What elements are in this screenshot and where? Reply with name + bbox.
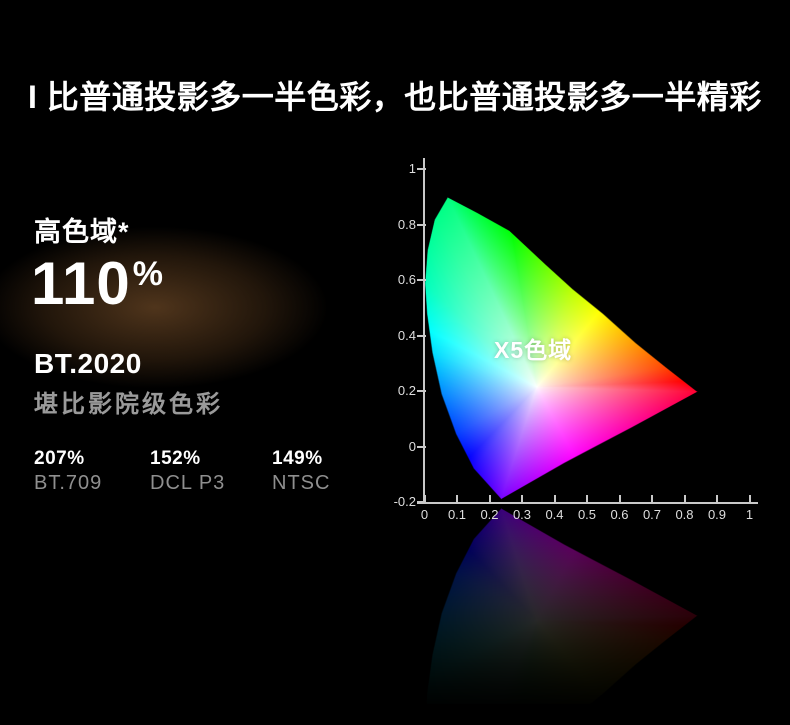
- x-tick: [651, 495, 653, 503]
- gamut-reflection-canvas: [398, 504, 724, 704]
- stat-percent: 152%: [150, 448, 201, 469]
- x-tick: [618, 495, 621, 503]
- gamut-shape-canvas: [398, 158, 724, 506]
- x-tick-label: 0.9: [707, 507, 727, 522]
- y-tick: [417, 223, 426, 226]
- y-tick: [417, 390, 426, 392]
- standard-name: BT.2020: [34, 348, 142, 379]
- gamut-value: 110 %: [31, 254, 163, 314]
- stat-item: 207% BT.709: [34, 448, 150, 495]
- gamut-annotation: X5色域: [494, 337, 573, 363]
- x-tick: [683, 495, 686, 503]
- y-tick: [417, 168, 426, 170]
- gamut-value-number: 110: [31, 250, 131, 317]
- y-tick-label: 0.2: [397, 383, 416, 398]
- y-tick: [417, 501, 426, 503]
- gamut-label: 高色域*: [34, 217, 130, 247]
- x-tick-label: 0.4: [545, 507, 564, 522]
- stat-name: NTSC: [272, 472, 331, 494]
- stat-item: 152% DCL P3: [150, 448, 272, 495]
- x-tick: [456, 495, 458, 503]
- stat-name: DCL P3: [150, 472, 226, 494]
- warm-glow-effect: [0, 195, 395, 420]
- y-tick-label: 1: [408, 161, 416, 176]
- y-tick-label: 0.6: [397, 272, 416, 287]
- x-tick-label: 0.6: [610, 507, 629, 522]
- x-tick: [586, 495, 588, 503]
- stat-percent: 149%: [272, 448, 323, 469]
- y-tick-label: -0.2: [393, 494, 416, 509]
- y-tick: [417, 279, 426, 281]
- x-tick-label: 0.8: [675, 507, 694, 522]
- y-axis-line: [423, 158, 425, 504]
- y-tick: [417, 445, 426, 448]
- stat-percent: 207%: [34, 448, 85, 469]
- x-tick-label: 0.1: [447, 507, 467, 522]
- x-tick-label: 0.2: [480, 507, 499, 522]
- x-tick: [521, 495, 523, 503]
- y-tick: [417, 334, 426, 337]
- x-tick: [748, 495, 751, 503]
- y-tick-label: 0: [408, 438, 416, 454]
- stat-name: BT.709: [34, 472, 103, 494]
- gamut-stats-row: 207% BT.709 152% DCL P3 149% NTSC: [34, 448, 330, 495]
- x-tick-label: 0.3: [512, 507, 532, 522]
- gamut-value-percent-sign: %: [132, 255, 164, 293]
- y-tick-label: 0.8: [397, 216, 416, 232]
- x-tick-label: 0.7: [642, 507, 662, 522]
- x-tick: [553, 495, 556, 503]
- x-tick: [488, 495, 491, 503]
- x-tick-label: 0.5: [577, 507, 597, 522]
- x-tick: [423, 495, 426, 503]
- subtitle: 堪比影院级色彩: [34, 391, 223, 418]
- x-tick: [716, 495, 718, 503]
- x-tick-label: 0: [420, 507, 429, 522]
- y-tick-label: 0.4: [397, 327, 416, 343]
- x-axis-line: [417, 502, 758, 504]
- x-tick-label: 1: [745, 507, 754, 522]
- stat-item: 149% NTSC: [272, 448, 330, 495]
- page-title: I 比普通投影多一半色彩，也比普通投影多一半精彩: [28, 79, 762, 115]
